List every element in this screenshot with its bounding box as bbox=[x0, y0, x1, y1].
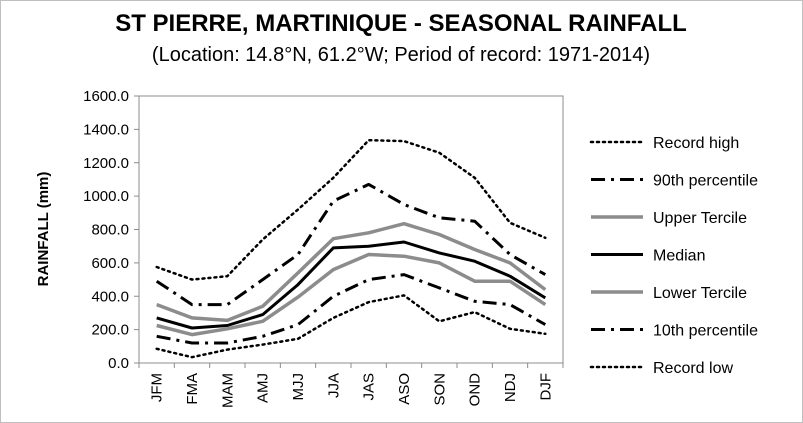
y-tick-label: 800.0 bbox=[91, 222, 129, 239]
series-line-upper-tercile bbox=[156, 221, 547, 323]
series-line-record-low bbox=[155, 294, 547, 359]
y-tick-label: 1600.0 bbox=[83, 88, 129, 105]
series-line-lower-tercile bbox=[156, 252, 547, 337]
x-tick-label: JJA bbox=[325, 373, 342, 398]
y-tick-label: 0.0 bbox=[108, 355, 129, 372]
chart-subtitle: (Location: 14.8°N, 61.2°W; Period of rec… bbox=[152, 44, 650, 66]
legend: Record high 90th percentile Upper Tercile M… bbox=[589, 135, 758, 377]
legend-label: Median bbox=[653, 248, 705, 265]
x-tick-label: MAM bbox=[219, 373, 236, 408]
series-line-record-high bbox=[155, 138, 547, 281]
y-axis-label: RAINFALL (mm) bbox=[35, 172, 52, 287]
y-tick-label: 1200.0 bbox=[83, 155, 129, 172]
x-tick-label: SON bbox=[431, 373, 448, 406]
x-axis: JFM FMA MAM AMJ MJJ JJA JAS ASO SON OND NDJ DJF bbox=[138, 363, 564, 408]
x-tick-label: NDJ bbox=[502, 373, 519, 402]
x-tick-label: MJJ bbox=[290, 373, 307, 401]
x-tick-label: JAS bbox=[361, 373, 378, 401]
legend-label: 10th percentile bbox=[653, 323, 758, 340]
legend-label: 90th percentile bbox=[653, 173, 758, 190]
series-line-10th-percentile bbox=[156, 273, 547, 345]
x-tick-label: FMA bbox=[184, 373, 201, 405]
series-layer bbox=[155, 138, 547, 359]
legend-label: Record high bbox=[653, 135, 739, 152]
series-line-90th-percentile bbox=[155, 182, 547, 307]
series-line-median bbox=[156, 240, 547, 330]
x-tick-label: DJF bbox=[537, 373, 554, 401]
y-tick-label: 600.0 bbox=[91, 255, 129, 272]
chart-title: ST PIERRE, MARTINIQUE - SEASONAL RAINFAL… bbox=[115, 10, 687, 37]
legend-label: Upper Tercile bbox=[653, 210, 747, 227]
x-tick-label: JFM bbox=[149, 373, 166, 402]
y-tick-label: 400.0 bbox=[91, 288, 129, 305]
x-tick-label: OND bbox=[467, 373, 484, 407]
y-tick-label: 200.0 bbox=[91, 322, 129, 339]
x-tick-label: AMJ bbox=[255, 373, 272, 403]
legend-label: Lower Tercile bbox=[653, 285, 747, 302]
legend-label: Record low bbox=[653, 360, 733, 377]
y-axis: 0.0 200.0 400.0 600.0 800.0 1000.0 1200.0 1400.… bbox=[83, 88, 139, 372]
y-tick-label: 1400.0 bbox=[83, 121, 129, 138]
x-tick-label: ASO bbox=[396, 373, 413, 405]
y-tick-label: 1000.0 bbox=[83, 188, 129, 205]
